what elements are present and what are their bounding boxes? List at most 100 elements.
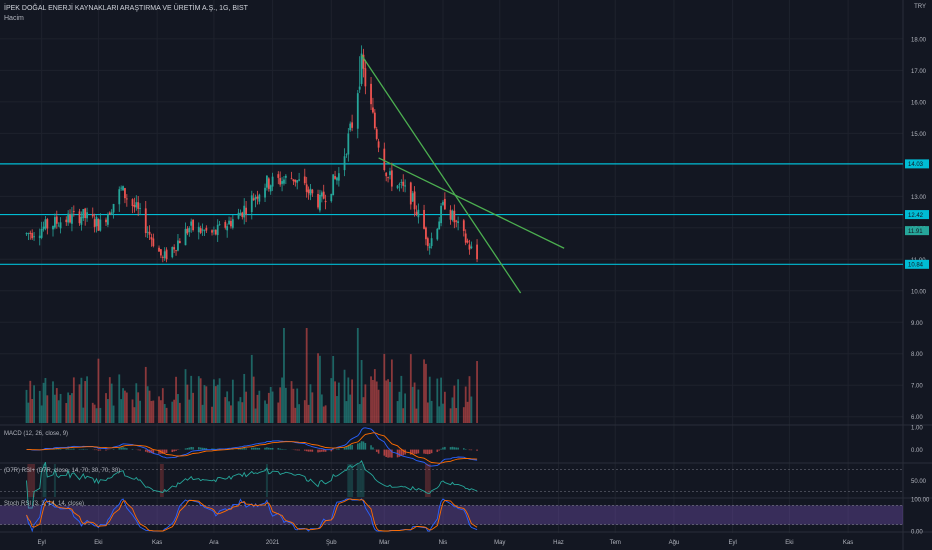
rsi-zone-shade bbox=[426, 464, 429, 497]
volume-bar bbox=[211, 406, 213, 423]
macd-histogram-bar bbox=[423, 449, 425, 454]
macd-histogram-bar bbox=[59, 448, 62, 450]
macd-histogram-bar bbox=[211, 448, 213, 450]
rsi-zone-shade bbox=[159, 464, 162, 497]
candle-body bbox=[425, 227, 427, 240]
macd-histogram-bar bbox=[97, 449, 100, 451]
macd-histogram-bar bbox=[279, 448, 281, 450]
macd-histogram-bar bbox=[205, 448, 208, 450]
macd-histogram-bar bbox=[199, 447, 202, 450]
volume-bar bbox=[203, 385, 206, 423]
macd-line bbox=[26, 427, 478, 467]
macd-histogram-bar bbox=[192, 447, 194, 450]
volume-bar bbox=[307, 404, 310, 423]
candle-body bbox=[267, 178, 270, 189]
volume-bar bbox=[160, 400, 162, 423]
macd-histogram-bar bbox=[389, 449, 391, 458]
macd-histogram-bar bbox=[330, 449, 333, 452]
candle-body bbox=[108, 212, 111, 215]
macd-histogram-bar bbox=[271, 447, 274, 450]
volume-bar bbox=[52, 381, 54, 423]
candle-body bbox=[330, 193, 333, 202]
macd-histogram-bar bbox=[256, 447, 259, 450]
volume-bar bbox=[377, 389, 380, 423]
macd-histogram-bar bbox=[356, 443, 359, 450]
candle-body bbox=[231, 219, 234, 228]
candle-body bbox=[324, 200, 327, 203]
macd-histogram-bar bbox=[171, 449, 174, 453]
candle-body bbox=[40, 229, 43, 238]
macd-histogram-bar bbox=[463, 448, 465, 450]
macd-histogram-bar bbox=[137, 449, 139, 451]
volume-bar bbox=[108, 377, 111, 423]
price-axis: 18.0017.0016.0015.0013.0012.0011.0010.00… bbox=[905, 37, 929, 421]
candle-body bbox=[438, 221, 441, 230]
candle-body bbox=[317, 194, 319, 208]
candle-body bbox=[216, 224, 219, 236]
volume-bar bbox=[78, 384, 81, 423]
volume-bar bbox=[440, 377, 442, 423]
macd-histogram-bar bbox=[307, 449, 310, 452]
volume-bar bbox=[277, 402, 280, 423]
volume-bar bbox=[383, 353, 386, 423]
macd-histogram-bar bbox=[215, 448, 217, 450]
price-tick-label: 16.00 bbox=[911, 100, 927, 106]
volume-bars bbox=[25, 328, 478, 423]
volume-bar bbox=[250, 354, 253, 423]
macd-histogram-bar bbox=[457, 447, 459, 450]
time-tick-label: Eyl bbox=[728, 540, 736, 546]
macd-histogram-bar bbox=[277, 448, 280, 450]
volume-bar bbox=[158, 396, 160, 423]
stoch-band-fill bbox=[0, 505, 903, 525]
candle-body bbox=[228, 220, 230, 225]
candle-body bbox=[264, 187, 266, 198]
macd-histogram-bar bbox=[436, 449, 439, 452]
candle-body bbox=[311, 189, 314, 194]
volume-bar bbox=[95, 408, 98, 423]
macd-histogram-bar bbox=[332, 449, 334, 451]
candle-body bbox=[358, 86, 361, 90]
time-tick-label: Nis bbox=[439, 540, 448, 546]
candle-body bbox=[78, 211, 81, 224]
volume-bar bbox=[99, 407, 102, 423]
macd-histogram-bar bbox=[338, 448, 340, 450]
candle-body bbox=[426, 238, 429, 247]
volume-bar bbox=[135, 383, 138, 423]
candle-body bbox=[362, 54, 365, 69]
candle-body bbox=[296, 180, 299, 183]
macd-histogram-bar bbox=[188, 447, 191, 450]
macd-histogram-bar bbox=[464, 449, 467, 450]
price-label-box bbox=[905, 159, 929, 169]
candle-body bbox=[351, 122, 354, 128]
volume-bar bbox=[46, 395, 49, 423]
volume-bar bbox=[175, 376, 177, 423]
stoch-rsi-title: Stoch RSI (3, 3, 14, 14, close) bbox=[4, 501, 85, 507]
volume-bar bbox=[67, 392, 70, 423]
volume-bar bbox=[59, 393, 62, 423]
macd-histogram-bar bbox=[427, 449, 429, 455]
volume-bar bbox=[309, 384, 312, 423]
macd-histogram-bar bbox=[250, 447, 253, 450]
candle-body bbox=[239, 213, 242, 216]
candle-body bbox=[298, 179, 301, 181]
volume-bar bbox=[33, 385, 35, 423]
volume-bar bbox=[411, 386, 414, 423]
volume-bar bbox=[124, 390, 126, 423]
time-tick-label: Eki bbox=[94, 540, 102, 546]
rsi-zone-shade bbox=[424, 464, 427, 497]
volume-bar bbox=[436, 378, 439, 423]
volume-bar bbox=[171, 401, 174, 423]
candle-body bbox=[442, 201, 444, 205]
macd-histogram-bar bbox=[243, 448, 246, 450]
candle-body bbox=[409, 182, 412, 205]
candle-body bbox=[52, 226, 54, 230]
macd-histogram-bar bbox=[470, 449, 473, 451]
volume-bar bbox=[349, 394, 352, 423]
candle-body bbox=[69, 215, 71, 223]
volume-bar bbox=[112, 405, 115, 423]
volume-bar bbox=[470, 396, 473, 423]
candle-body bbox=[377, 141, 380, 148]
rsi-zone-shade bbox=[53, 464, 56, 497]
macd-histogram-bar bbox=[411, 449, 414, 454]
